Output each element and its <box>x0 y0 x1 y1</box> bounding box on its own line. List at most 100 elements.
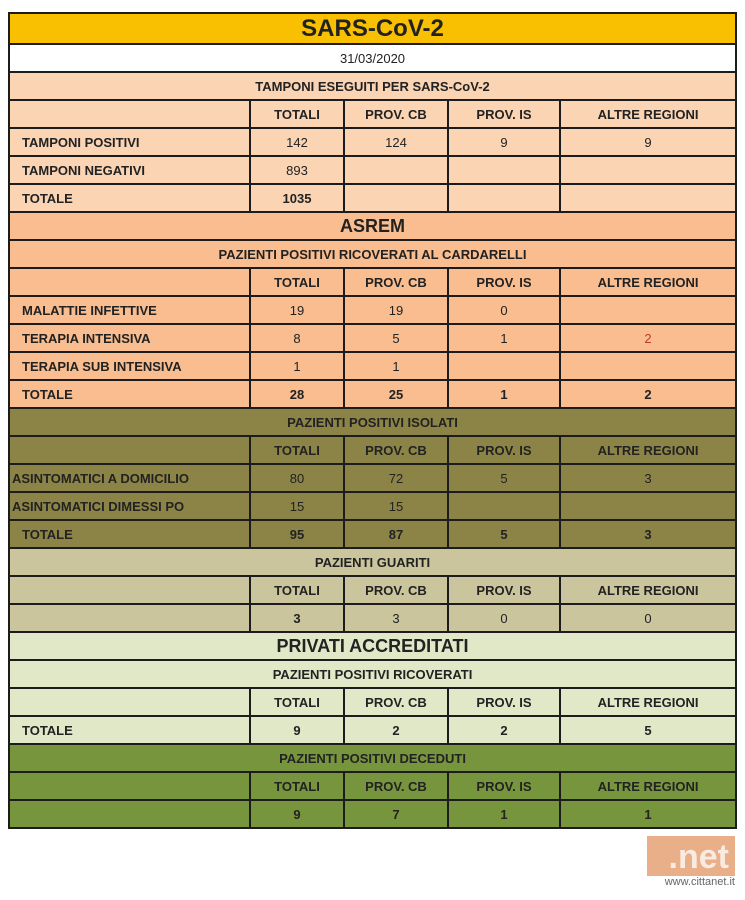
value-cell <box>343 155 449 185</box>
date-row: 31/03/2020 <box>7 43 738 73</box>
header-blank-cell <box>8 435 251 465</box>
value-cell <box>343 183 449 213</box>
value-cell: 1 <box>447 323 561 353</box>
row-label: TOTALE <box>8 519 251 549</box>
value-cell <box>558 491 738 521</box>
cittanet-watermark: .net www.cittanet.it <box>643 836 735 888</box>
value-cell: 19 <box>343 295 449 325</box>
column-header: ALTRE REGIONI <box>558 771 738 801</box>
column-header-row: TOTALI PROV. CB PROV. IS ALTRE REGIONI <box>8 771 738 801</box>
value-cell <box>558 155 738 185</box>
section-heading: PAZIENTI POSITIVI ISOLATI <box>7 407 738 437</box>
value-cell: 1 <box>447 379 561 409</box>
table-row: TOTALE 95 87 5 3 <box>8 519 738 549</box>
value-cell: 15 <box>343 491 449 521</box>
table-row: TOTALE 9 2 2 5 <box>8 715 738 745</box>
report-date: 31/03/2020 <box>7 43 738 73</box>
table-row: TAMPONI POSITIVI 142 124 9 9 <box>8 127 738 157</box>
value-cell: 1 <box>447 799 561 829</box>
report-title: SARS-CoV-2 <box>7 12 738 45</box>
table-row: ASINTOMATICI DIMESSI PO 15 15 <box>8 491 738 521</box>
table-row: ASINTOMATICI A DOMICILIO 80 72 5 3 <box>8 463 738 493</box>
column-header: TOTALI <box>249 771 345 801</box>
row-label: TERAPIA SUB INTENSIVA <box>8 351 251 381</box>
row-label: TAMPONI NEGATIVI <box>8 155 251 185</box>
watermark-url: www.cittanet.it <box>664 876 735 888</box>
column-header: PROV. CB <box>343 771 449 801</box>
column-header: ALTRE REGIONI <box>558 575 738 605</box>
header-blank-cell <box>8 575 251 605</box>
header-blank-cell <box>8 687 251 717</box>
value-cell: 893 <box>249 155 345 185</box>
column-header: TOTALI <box>249 267 345 297</box>
header-blank-cell <box>8 771 251 801</box>
column-header-row: TOTALI PROV. CB PROV. IS ALTRE REGIONI <box>8 99 738 129</box>
value-cell: 142 <box>249 127 345 157</box>
value-cell: 3 <box>249 603 345 633</box>
section-heading-row: TAMPONI ESEGUITI PER SARS-CoV-2 <box>7 71 738 101</box>
header-blank-cell <box>8 99 251 129</box>
column-header: PROV. CB <box>343 687 449 717</box>
column-header: PROV. IS <box>447 435 561 465</box>
column-header: TOTALI <box>249 99 345 129</box>
value-cell: 9 <box>447 127 561 157</box>
value-cell: 9 <box>558 127 738 157</box>
section-heading-row: ASREM <box>7 211 738 241</box>
value-cell: 8 <box>249 323 345 353</box>
column-header: ALTRE REGIONI <box>558 99 738 129</box>
column-header: PROV. IS <box>447 267 561 297</box>
value-cell: 28 <box>249 379 345 409</box>
row-label <box>8 603 251 633</box>
row-label: MALATTIE INFETTIVE <box>8 295 251 325</box>
value-cell: 2 <box>558 379 738 409</box>
value-cell: 124 <box>343 127 449 157</box>
section-heading-row: PAZIENTI POSITIVI ISOLATI <box>7 407 738 437</box>
value-cell: 3 <box>558 463 738 493</box>
column-header: PROV. IS <box>447 687 561 717</box>
section-heading-row: PAZIENTI POSITIVI DECEDUTI <box>7 743 738 773</box>
sars-cov-2-report-table: SARS-CoV-2 31/03/2020 TAMPONI ESEGUITI PER… <box>7 12 738 829</box>
watermark-logo-box <box>647 836 735 876</box>
column-header-row: TOTALI PROV. CB PROV. IS ALTRE REGIONI <box>8 435 738 465</box>
section-heading: ASREM <box>7 211 738 241</box>
section-heading: PAZIENTI POSITIVI RICOVERATI <box>7 659 738 689</box>
section-heading-row: PAZIENTI POSITIVI RICOVERATI AL CARDAREL… <box>7 239 738 269</box>
report-title-row: SARS-CoV-2 <box>7 12 738 45</box>
column-header: TOTALI <box>249 575 345 605</box>
value-cell: 3 <box>343 603 449 633</box>
value-cell: 5 <box>558 715 738 745</box>
value-cell <box>447 155 561 185</box>
watermark-logo: .net <box>668 838 729 876</box>
column-header-row: TOTALI PROV. CB PROV. IS ALTRE REGIONI <box>8 575 738 605</box>
row-label: TOTALE <box>8 715 251 745</box>
section-heading: PAZIENTI POSITIVI RICOVERATI AL CARDAREL… <box>7 239 738 269</box>
table-row: TERAPIA SUB INTENSIVA 1 1 <box>8 351 738 381</box>
section-heading: PRIVATI ACCREDITATI <box>7 631 738 661</box>
column-header: ALTRE REGIONI <box>558 687 738 717</box>
value-cell: 2 <box>343 715 449 745</box>
value-cell: 95 <box>249 519 345 549</box>
value-cell <box>447 183 561 213</box>
value-cell: 1 <box>343 351 449 381</box>
column-header: PROV. CB <box>343 435 449 465</box>
value-cell <box>558 295 738 325</box>
column-header: PROV. IS <box>447 771 561 801</box>
row-label: ASINTOMATICI A DOMICILIO <box>8 463 251 493</box>
value-cell: 19 <box>249 295 345 325</box>
section-heading-row: PAZIENTI POSITIVI RICOVERATI <box>7 659 738 689</box>
column-header: ALTRE REGIONI <box>558 435 738 465</box>
column-header: PROV. CB <box>343 575 449 605</box>
column-header: PROV. IS <box>447 575 561 605</box>
value-cell <box>447 351 561 381</box>
header-blank-cell <box>8 267 251 297</box>
value-cell: 0 <box>447 603 561 633</box>
value-cell: 1035 <box>249 183 345 213</box>
table-row: TOTALE 1035 <box>8 183 738 213</box>
row-label <box>8 799 251 829</box>
value-cell: 9 <box>249 715 345 745</box>
row-label: TERAPIA INTENSIVA <box>8 323 251 353</box>
value-cell: 0 <box>558 603 738 633</box>
value-cell: 72 <box>343 463 449 493</box>
